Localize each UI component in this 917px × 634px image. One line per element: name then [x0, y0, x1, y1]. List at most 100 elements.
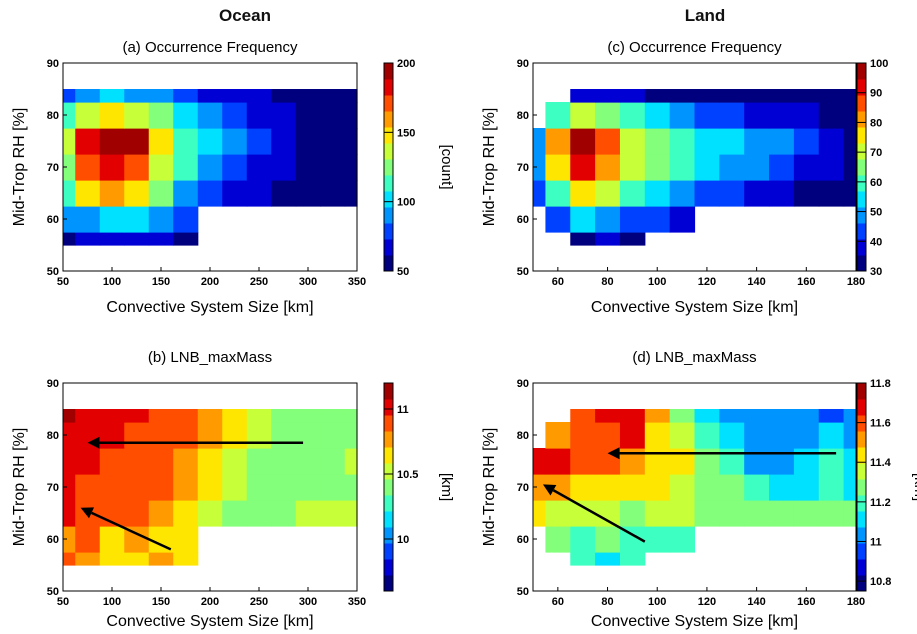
heatmap-cell: [99, 526, 125, 553]
y-tick-label: 80: [47, 430, 59, 442]
heatmap-cell: [595, 206, 621, 233]
heatmap-cell: [619, 102, 646, 129]
y-tick-label: 90: [47, 378, 59, 390]
colorbar-segment: [857, 543, 866, 560]
heatmap-cell: [320, 422, 346, 449]
x-tick-label: 120: [698, 276, 716, 288]
heatmap-cell: [644, 89, 671, 103]
heatmap-cell: [545, 128, 571, 155]
heatmap-cell: [99, 128, 125, 155]
heatmap-cell: [769, 154, 795, 181]
y-tick-label: 70: [47, 162, 59, 174]
colorbar-segment: [857, 415, 866, 432]
heatmap-cell: [570, 422, 596, 449]
x-tick-label: 140: [747, 596, 765, 608]
annotation-arrow-line: [552, 489, 646, 543]
heatmap-cell: [246, 500, 272, 527]
heatmap-cell: [75, 409, 101, 423]
x-tick-label: 150: [152, 276, 170, 288]
colorbar-segment: [384, 143, 393, 160]
colorbar-tick-label: 200: [397, 58, 415, 70]
heatmap-cell: [744, 128, 770, 155]
colorbar-frame: [383, 382, 394, 592]
heatmap-cell: [63, 180, 76, 207]
x-axis-label: Convective System Size [km]: [591, 299, 798, 316]
heatmap-cell: [619, 409, 646, 423]
colorbar-tick-label: 10: [397, 534, 409, 546]
heatmap-cell: [63, 128, 76, 155]
heatmap-cell: [173, 128, 199, 155]
heatmap-cell: [197, 128, 223, 155]
y-tick-label: 70: [517, 482, 529, 494]
heatmap-cell: [148, 500, 174, 527]
heatmap-cell: [843, 128, 857, 155]
heatmap-cell: [320, 448, 346, 475]
y-tick-label: 60: [517, 214, 529, 226]
heatmap-cell: [644, 206, 671, 233]
heatmap-cells: [533, 409, 857, 566]
heatmap-cell: [124, 409, 150, 423]
colorbar-tick-label: 50: [870, 207, 882, 219]
heatmap-cell: [222, 154, 248, 181]
colorbar-segment: [384, 559, 393, 576]
heatmap-cell: [295, 409, 321, 423]
colorbar-segment: [384, 95, 393, 112]
heatmap-cell: [271, 102, 297, 129]
heatmap-cell: [769, 422, 795, 449]
heatmap-cell: [719, 180, 745, 207]
heatmap-cell: [694, 102, 720, 129]
heatmap-cell: [533, 180, 547, 207]
heatmap-cell: [769, 409, 795, 423]
heatmap-cell: [545, 448, 571, 475]
heatmap-cell: [843, 448, 857, 475]
heatmap-cell: [197, 448, 223, 475]
heatmap-cell: [533, 474, 547, 501]
heatmap-cell: [669, 128, 696, 155]
colorbar-segment: [384, 239, 393, 256]
heatmap-cell: [124, 206, 150, 233]
heatmap-cell: [99, 552, 125, 566]
y-tick-label: 80: [517, 110, 529, 122]
heatmap-cell: [173, 232, 199, 246]
heatmap-cell: [818, 422, 845, 449]
heatmap-cell: [173, 422, 199, 449]
heatmap-cell: [63, 474, 76, 501]
colorbar-tick-label: 150: [397, 127, 415, 139]
heatmap-cell: [295, 89, 321, 103]
heatmap-cell: [694, 500, 720, 527]
heatmap-cell: [570, 474, 596, 501]
colorbar-segment: [857, 111, 866, 128]
heatmap-cell: [344, 154, 358, 181]
heatmap-cell: [124, 128, 150, 155]
colorbar-segment: [857, 239, 866, 256]
heatmap-cell: [99, 89, 125, 103]
heatmap-cell: [75, 102, 101, 129]
heatmap-cell: [124, 154, 150, 181]
x-axis-label: Convective System Size [km]: [106, 613, 313, 630]
heatmap-cell: [99, 232, 125, 246]
heatmap-cell: [595, 180, 621, 207]
heatmap-cell: [173, 409, 199, 423]
land-column-title: Land: [684, 6, 726, 25]
y-axis-label: Mid-Trop RH [%]: [481, 428, 498, 547]
heatmap-cell: [570, 526, 596, 553]
heatmap-cell: [222, 102, 248, 129]
heatmap-cell: [63, 232, 76, 246]
heatmap-cell: [271, 474, 297, 501]
x-tick-label: 120: [698, 596, 716, 608]
heatmap-cell: [271, 89, 297, 103]
heatmap-cell: [271, 154, 297, 181]
heatmap-cell: [246, 422, 272, 449]
colorbar-tick-label: 100: [870, 58, 888, 70]
heatmap-cell: [644, 102, 671, 129]
colorbar-segment: [384, 431, 393, 448]
heatmap-cell: [124, 552, 150, 566]
colorbar-segment: [857, 511, 866, 528]
heatmap-cell: [619, 89, 646, 103]
heatmap-cell: [694, 89, 720, 103]
x-tick-label: 350: [348, 596, 366, 608]
heatmap-cell: [197, 422, 223, 449]
heatmap-cell: [63, 154, 76, 181]
heatmap-cell: [595, 409, 621, 423]
heatmap-cell: [124, 474, 150, 501]
